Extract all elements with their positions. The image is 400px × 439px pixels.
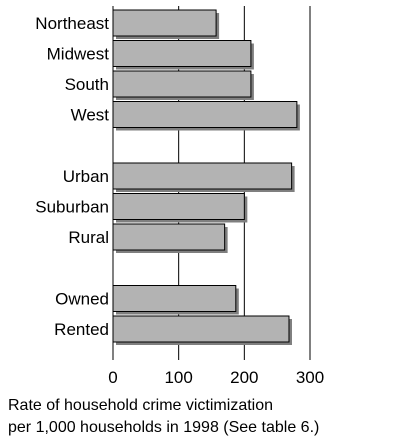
bar-suburban — [112, 193, 245, 220]
x-axis: 0 100 200 300 — [108, 6, 324, 387]
category-label-south: South — [65, 75, 109, 94]
bar-west — [112, 101, 298, 128]
category-label-urban: Urban — [63, 167, 109, 186]
category-label-rural: Rural — [68, 228, 109, 247]
category-label-layer: Northeast Midwest South West Urban Suburban Ru… — [35, 14, 109, 339]
bar-urban — [112, 162, 293, 190]
bar-northeast — [112, 9, 217, 37]
bar-owned — [112, 285, 237, 312]
x-tick-label: 100 — [164, 368, 192, 387]
category-label-suburban: Suburban — [35, 198, 109, 217]
category-label-owned: Owned — [55, 290, 109, 309]
category-label-northeast: Northeast — [35, 14, 109, 33]
x-axis-title-line-2: per 1,000 households in 1998 (See table … — [8, 419, 319, 436]
x-tick-label: 0 — [108, 368, 117, 387]
bar-rented — [112, 315, 290, 343]
x-axis-title-line-1: Rate of household crime victimization — [8, 397, 273, 414]
bar-rural — [112, 223, 226, 251]
x-tick-label: 300 — [296, 368, 324, 387]
x-axis-title: Rate of household crime victimization pe… — [8, 397, 319, 436]
bar-midwest — [112, 40, 252, 67]
category-label-rented: Rented — [54, 320, 109, 339]
bar-south — [112, 70, 252, 98]
bar-layer — [112, 9, 300, 345]
x-tick-label: 200 — [230, 368, 258, 387]
category-label-midwest: Midwest — [47, 45, 110, 64]
category-label-west: West — [71, 106, 110, 125]
